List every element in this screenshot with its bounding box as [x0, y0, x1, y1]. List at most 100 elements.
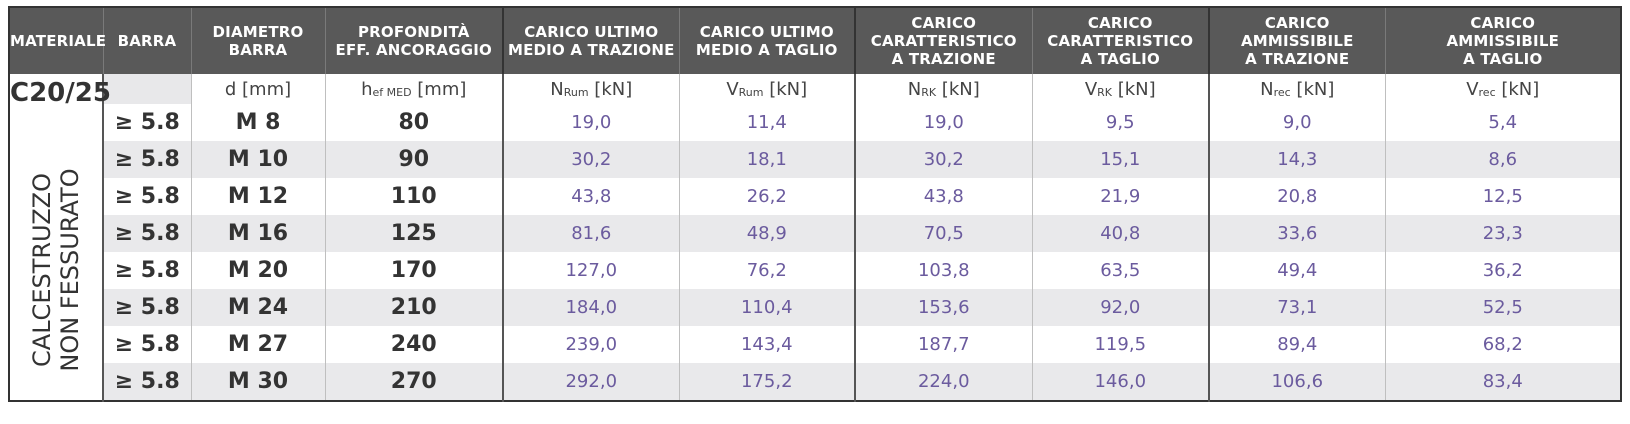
- table-row: ≥ 5.8 M 10 90 30,2 18,1 30,2 15,1 14,3 8…: [9, 141, 1621, 178]
- header-line: EFF. ANCORAGGIO: [335, 41, 492, 59]
- cell-diametro: M 30: [190, 363, 325, 401]
- unit-vrk: VRK [kN]: [1031, 74, 1209, 104]
- header-line: PROFONDITÀ: [357, 23, 470, 41]
- material-line: CALCESTRUZZO: [28, 173, 56, 367]
- material-cell: C20/25 CALCESTRUZZO NON FESSURATO: [9, 74, 111, 401]
- table-row: ≥ 5.8 M 24 210 184,0 110,4 153,6 92,0 73…: [9, 289, 1621, 326]
- unit-nrk: NRK [kN]: [854, 74, 1032, 104]
- cell-nrum: 127,0: [502, 252, 679, 289]
- cell-profondita: 170: [324, 252, 503, 289]
- cell-nrum: 292,0: [502, 363, 679, 401]
- unit-nrec: Nrec [kN]: [1208, 74, 1385, 104]
- cell-nrk: 70,5: [854, 215, 1032, 252]
- cell-vrk: 40,8: [1031, 215, 1209, 252]
- cell-nrec: 9,0: [1208, 104, 1385, 141]
- unit-nrum: NRum [kN]: [502, 74, 679, 104]
- header-line: CARATTERISTICO: [870, 32, 1017, 50]
- cell-barra: ≥ 5.8: [103, 178, 191, 215]
- cell-vrk: 146,0: [1031, 363, 1209, 401]
- header-carico-ammissibile-trazione: CARICO AMMISSIBILE A TRAZIONE: [1208, 7, 1385, 74]
- header-line: DIAMETRO: [212, 23, 304, 41]
- header-profondita: PROFONDITÀ EFF. ANCORAGGIO: [324, 7, 503, 74]
- unit-vrum: VRum [kN]: [678, 74, 855, 104]
- cell-vrk: 21,9: [1031, 178, 1209, 215]
- header-carico-caratteristico-taglio: CARICO CARATTERISTICO A TAGLIO: [1031, 7, 1209, 74]
- cell-nrk: 187,7: [854, 326, 1032, 363]
- header-line: CARICO: [1264, 14, 1330, 32]
- cell-nrec: 106,6: [1208, 363, 1385, 401]
- cell-vrum: 110,4: [678, 289, 855, 326]
- cell-vrec: 52,5: [1384, 289, 1621, 326]
- table-row: ≥ 5.8 M 12 110 43,8 26,2 43,8 21,9 20,8 …: [9, 178, 1621, 215]
- table-row: ≥ 5.8 M 8 80 19,0 11,4 19,0 9,5 9,0 5,4: [9, 104, 1621, 141]
- cell-diametro: M 20: [190, 252, 325, 289]
- cell-profondita: 110: [324, 178, 503, 215]
- cell-nrum: 43,8: [502, 178, 679, 215]
- cell-barra: ≥ 5.8: [103, 215, 191, 252]
- cell-profondita: 80: [324, 104, 503, 141]
- cell-diametro: M 12: [190, 178, 325, 215]
- cell-profondita: 270: [324, 363, 503, 401]
- header-carico-ultimo-trazione: CARICO ULTIMO MEDIO A TRAZIONE: [502, 7, 679, 74]
- cell-profondita: 125: [324, 215, 503, 252]
- cell-nrum: 30,2: [502, 141, 679, 178]
- cell-vrum: 18,1: [678, 141, 855, 178]
- cell-nrk: 103,8: [854, 252, 1032, 289]
- header-line: AMMISSIBILE: [1240, 32, 1354, 50]
- material-code: C20/25: [10, 78, 111, 108]
- header-line: CARICO: [1087, 14, 1153, 32]
- header-carico-ultimo-taglio: CARICO ULTIMO MEDIO A TAGLIO: [678, 7, 855, 74]
- header-line: CARICO ULTIMO: [524, 23, 659, 41]
- header-line: CARICO: [911, 14, 977, 32]
- header-line: AMMISSIBILE: [1446, 32, 1560, 50]
- cell-vrk: 15,1: [1031, 141, 1209, 178]
- cell-vrec: 83,4: [1384, 363, 1621, 401]
- table-row: ≥ 5.8 M 20 170 127,0 76,2 103,8 63,5 49,…: [9, 252, 1621, 289]
- cell-vrk: 92,0: [1031, 289, 1209, 326]
- unit-d: d [mm]: [190, 74, 325, 104]
- header-line: MEDIO A TAGLIO: [695, 41, 838, 59]
- cell-barra: ≥ 5.8: [103, 289, 191, 326]
- cell-barra: ≥ 5.8: [103, 252, 191, 289]
- cell-vrk: 119,5: [1031, 326, 1209, 363]
- header-line: CARICO ULTIMO: [699, 23, 834, 41]
- cell-vrec: 8,6: [1384, 141, 1621, 178]
- cell-diametro: M 27: [190, 326, 325, 363]
- header-line: A TRAZIONE: [891, 50, 996, 68]
- cell-diametro: M 8: [190, 104, 325, 141]
- cell-nrec: 73,1: [1208, 289, 1385, 326]
- cell-nrum: 81,6: [502, 215, 679, 252]
- cell-barra: ≥ 5.8: [103, 326, 191, 363]
- cell-barra: ≥ 5.8: [103, 141, 191, 178]
- cell-nrum: 239,0: [502, 326, 679, 363]
- cell-profondita: 90: [324, 141, 503, 178]
- header-line: A TAGLIO: [1463, 50, 1543, 68]
- cell-profondita: 240: [324, 326, 503, 363]
- header-line: A TRAZIONE: [1245, 50, 1350, 68]
- header-line: CARICO: [1470, 14, 1536, 32]
- units-blank: [103, 74, 191, 104]
- cell-diametro: M 16: [190, 215, 325, 252]
- cell-diametro: M 10: [190, 141, 325, 178]
- cell-barra: ≥ 5.8: [103, 363, 191, 401]
- header-line: MEDIO A TRAZIONE: [507, 41, 675, 59]
- header-barra: BARRA: [102, 7, 191, 74]
- cell-nrec: 33,6: [1208, 215, 1385, 252]
- cell-vrk: 63,5: [1031, 252, 1209, 289]
- table-row: ≥ 5.8 M 27 240 239,0 143,4 187,7 119,5 8…: [9, 326, 1621, 363]
- cell-vrum: 48,9: [678, 215, 855, 252]
- cell-vrec: 36,2: [1384, 252, 1621, 289]
- cell-profondita: 210: [324, 289, 503, 326]
- cell-nrk: 30,2: [854, 141, 1032, 178]
- cell-nrec: 49,4: [1208, 252, 1385, 289]
- unit-hef: hef MED [mm]: [324, 74, 503, 104]
- cell-vrec: 68,2: [1384, 326, 1621, 363]
- header-diametro: DIAMETRO BARRA: [190, 7, 325, 74]
- units-row: C20/25 CALCESTRUZZO NON FESSURATO d [mm]…: [9, 74, 1621, 401]
- table-row: ≥ 5.8 M 16 125 81,6 48,9 70,5 40,8 33,6 …: [9, 215, 1621, 252]
- anchor-load-table-frame: MATERIALE BARRA DIAMETRO BARRA PROFONDIT…: [8, 6, 1622, 416]
- cell-vrec: 23,3: [1384, 215, 1621, 252]
- header-line: A TAGLIO: [1080, 50, 1160, 68]
- header-row: MATERIALE BARRA DIAMETRO BARRA PROFONDIT…: [8, 7, 1621, 74]
- cell-nrk: 19,0: [854, 104, 1032, 141]
